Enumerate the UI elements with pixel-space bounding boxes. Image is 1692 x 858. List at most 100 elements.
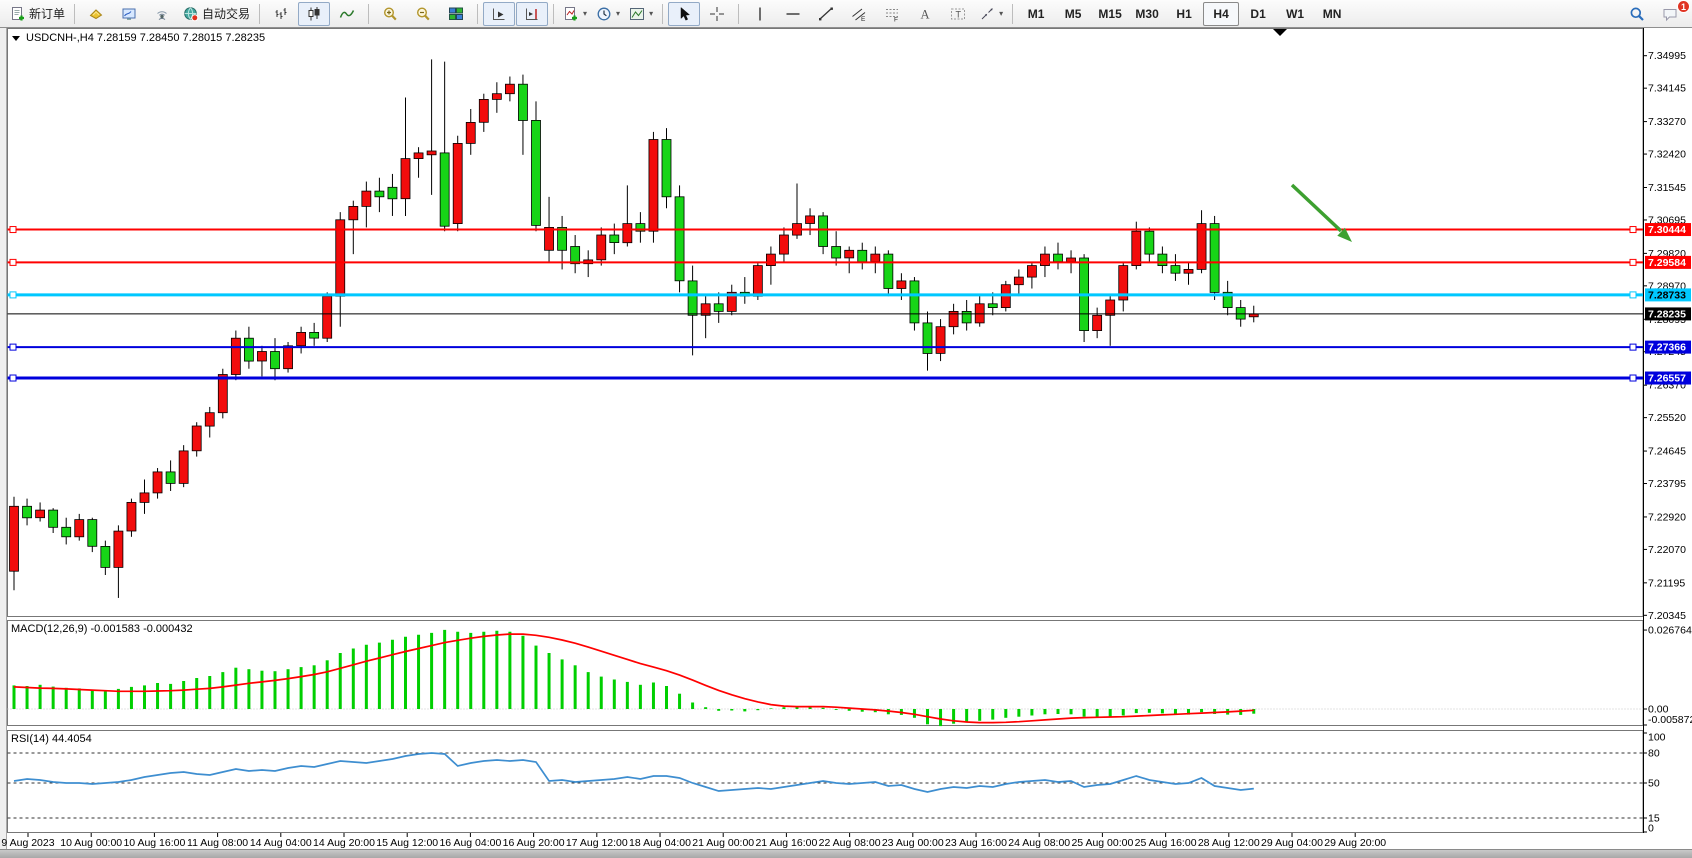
horizontal-line-button[interactable]: [777, 2, 809, 26]
autotrading-button[interactable]: 自动交易: [179, 2, 254, 26]
svg-text:29 Aug 20:00: 29 Aug 20:00: [1324, 837, 1386, 849]
chevron-down-icon[interactable]: ▾: [616, 9, 621, 18]
arrow-annotation[interactable]: [1290, 183, 1352, 242]
timeframe-D1[interactable]: D1: [1240, 2, 1276, 26]
svg-text:A: A: [921, 7, 930, 21]
channel-icon: E: [851, 6, 867, 23]
price-axis[interactable]: 7.349957.341457.332707.324207.315457.306…: [1643, 50, 1686, 622]
svg-text:7.31545: 7.31545: [1648, 182, 1686, 194]
timeframe-M1[interactable]: M1: [1018, 2, 1054, 26]
auto-scroll-button[interactable]: [483, 1, 516, 26]
candlestick-chart-button[interactable]: [298, 1, 331, 26]
svg-text:7.27366: 7.27366: [1648, 342, 1686, 354]
line-handle[interactable]: [1629, 291, 1637, 299]
cursor-icon: [676, 6, 692, 22]
chevron-down-icon[interactable]: ▾: [649, 9, 654, 18]
chevron-down-icon[interactable]: ▾: [999, 9, 1004, 18]
indicators-button[interactable]: ▾: [559, 2, 591, 26]
svg-text:7.25520: 7.25520: [1648, 412, 1686, 424]
notification-badge: 1: [1677, 0, 1690, 13]
timeframe-M15-label: M15: [1098, 6, 1122, 21]
chart-shift-marker[interactable]: [1273, 29, 1287, 36]
svg-text:7.23795: 7.23795: [1648, 478, 1686, 490]
timeframe-W1[interactable]: W1: [1277, 2, 1313, 26]
equidistant-channel-button[interactable]: E: [843, 2, 875, 26]
chevron-down-icon[interactable]: [12, 35, 20, 41]
globe-icon: [183, 6, 199, 22]
macd-label: MACD(12,26,9) -0.001583 -0.000432: [11, 623, 193, 635]
toolbar-separator: [74, 3, 76, 24]
svg-text:7.26557: 7.26557: [1648, 373, 1686, 385]
market-watch-button[interactable]: [113, 2, 145, 26]
line-handle[interactable]: [9, 258, 17, 266]
svg-text:9 Aug 2023: 9 Aug 2023: [1, 837, 54, 849]
line-handle[interactable]: [9, 226, 17, 234]
vertical-line-button[interactable]: [744, 2, 776, 26]
line-handle[interactable]: [1629, 374, 1637, 382]
time-axis[interactable]: 9 Aug 2023 10 Aug 00:00 10 Aug 16:00 11 Aug…: [1, 833, 1386, 849]
horizontal-line-object[interactable]: [7, 258, 1644, 266]
line-handle[interactable]: [9, 343, 17, 351]
line-handle[interactable]: [9, 291, 17, 299]
svg-text:11 Aug 08:00: 11 Aug 08:00: [187, 837, 248, 849]
timeframe-M5[interactable]: M5: [1055, 2, 1091, 26]
price-label: 7.30444: [1645, 223, 1691, 237]
svg-text:22 Aug 08:00: 22 Aug 08:00: [819, 837, 881, 849]
bar-chart-button[interactable]: [265, 2, 297, 26]
line-handle[interactable]: [9, 374, 17, 382]
chevron-down-icon[interactable]: ▾: [583, 9, 588, 18]
timeframe-H1[interactable]: H1: [1166, 2, 1202, 26]
svg-text:E: E: [861, 16, 866, 22]
clock-icon: [596, 6, 612, 22]
zoom-in-button[interactable]: [374, 2, 406, 26]
fibonacci-button[interactable]: F: [876, 2, 908, 26]
new-chart-button[interactable]: [80, 2, 112, 26]
timeframe-D1-label: D1: [1250, 6, 1266, 21]
timeframe-M30[interactable]: M30: [1129, 2, 1165, 26]
trendline-button[interactable]: [810, 2, 842, 26]
template-icon: [629, 6, 645, 22]
zoom-out-button[interactable]: [407, 2, 439, 26]
new-order-icon: [10, 6, 26, 22]
rsi-label: RSI(14) 44.4054: [11, 733, 92, 745]
horizontal-line-object[interactable]: [7, 374, 1644, 382]
new-order-button-label: 新订单: [29, 7, 66, 21]
svg-text:14 Aug 20:00: 14 Aug 20:00: [313, 837, 375, 849]
timeframe-M15[interactable]: M15: [1092, 2, 1128, 26]
notifications-button[interactable]: 1: [1654, 0, 1690, 26]
timeframe-W1-label: W1: [1286, 6, 1305, 21]
crosshair-button[interactable]: [701, 2, 733, 26]
tile-windows-button[interactable]: [440, 2, 472, 26]
zoom-in-icon: [382, 6, 398, 22]
timeframe-H4[interactable]: H4: [1203, 1, 1240, 26]
search-button[interactable]: [1621, 2, 1653, 26]
svg-text:25 Aug 16:00: 25 Aug 16:00: [1135, 837, 1197, 849]
periods-button[interactable]: ▾: [592, 2, 624, 26]
timeframe-H4-label: H4: [1213, 6, 1229, 21]
horizontal-line-object[interactable]: [7, 343, 1644, 351]
svg-text:100: 100: [1648, 732, 1666, 744]
line-handle[interactable]: [1629, 343, 1637, 351]
new-order-button[interactable]: 新订单: [6, 2, 69, 26]
horizontal-line-object[interactable]: [7, 226, 1644, 234]
line-chart-button[interactable]: [331, 2, 363, 26]
signal-icon: [154, 6, 170, 22]
macd-histogram: [12, 629, 1256, 727]
svg-text:7.33270: 7.33270: [1648, 116, 1686, 128]
signals-button[interactable]: [146, 2, 178, 26]
text-button[interactable]: A: [909, 2, 941, 26]
templates-button[interactable]: ▾: [625, 2, 657, 26]
timeframe-MN[interactable]: MN: [1314, 2, 1350, 26]
line-handle[interactable]: [1629, 258, 1637, 266]
chart-shift-button[interactable]: [516, 1, 549, 26]
arrows-button[interactable]: ▾: [975, 2, 1007, 26]
chart-canvas[interactable]: 7.349957.341457.332707.324207.315457.306…: [0, 28, 1692, 849]
line-handle[interactable]: [1629, 226, 1637, 234]
text-label-button[interactable]: T: [942, 2, 974, 26]
svg-text:7.34145: 7.34145: [1648, 83, 1686, 95]
svg-text:7.29584: 7.29584: [1648, 257, 1686, 269]
horizontal-line-object[interactable]: [7, 291, 1644, 299]
cursor-button[interactable]: [668, 1, 701, 26]
svg-text:7.21195: 7.21195: [1648, 577, 1685, 589]
